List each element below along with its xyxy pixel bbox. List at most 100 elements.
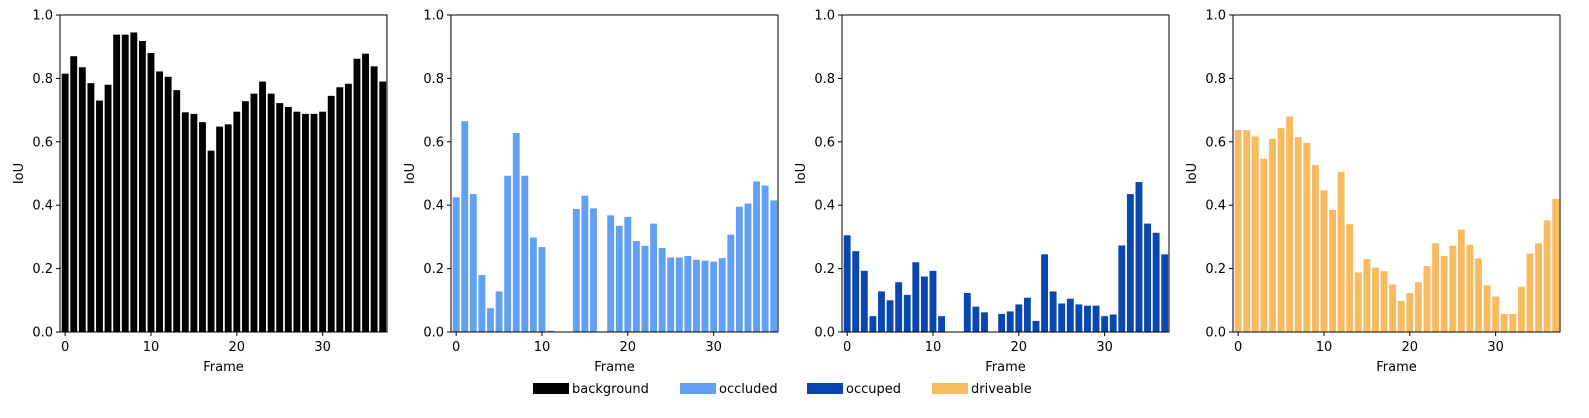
bar — [224, 124, 232, 332]
bar — [1269, 138, 1276, 332]
bar — [852, 251, 860, 332]
bar — [1380, 271, 1388, 332]
bar — [310, 113, 318, 333]
y-tick-label: 0.0 — [1205, 326, 1226, 341]
bar — [1161, 254, 1169, 332]
bar — [1406, 293, 1414, 332]
bar — [1535, 243, 1542, 332]
y-tick-label: 1.0 — [814, 9, 835, 24]
bar — [1058, 303, 1066, 332]
bar — [1243, 130, 1251, 332]
x-tick-label: 30 — [1096, 340, 1113, 355]
bar — [1440, 255, 1448, 332]
x-tick-label: 10 — [925, 340, 942, 355]
bar — [1389, 284, 1397, 332]
bar — [1517, 286, 1525, 332]
bar — [370, 66, 378, 332]
x-tick-label: 0 — [452, 340, 460, 355]
x-tick-label: 10 — [534, 340, 551, 355]
bar — [452, 197, 460, 332]
x-tick-label: 30 — [705, 340, 722, 355]
bar — [710, 261, 718, 332]
bar — [250, 93, 258, 333]
y-tick-label: 1.0 — [1205, 9, 1226, 24]
bar — [972, 306, 980, 332]
bar — [675, 257, 683, 332]
bar — [843, 235, 851, 332]
bar — [998, 313, 1006, 332]
bar — [61, 73, 69, 333]
x-axis-label: Frame — [1376, 360, 1417, 375]
bar — [529, 237, 537, 332]
bar — [1311, 164, 1319, 332]
bar — [121, 34, 129, 333]
bar — [78, 67, 86, 332]
y-tick-label: 0.8 — [814, 72, 835, 87]
bar — [504, 175, 512, 332]
bar — [1084, 305, 1091, 332]
bar — [735, 206, 743, 332]
bar — [207, 150, 215, 332]
bar — [1303, 142, 1311, 332]
bar — [938, 316, 945, 332]
bar — [744, 203, 752, 332]
legend-swatch-driveable — [932, 383, 968, 394]
bar — [1346, 224, 1354, 332]
bar — [718, 258, 726, 332]
bar — [1144, 223, 1151, 332]
bar — [164, 76, 172, 332]
bar — [469, 194, 477, 332]
y-tick-label: 0.0 — [423, 326, 444, 341]
x-axis-label: Frame — [203, 360, 244, 375]
bar — [130, 32, 138, 332]
bar — [920, 276, 928, 332]
bar — [1320, 190, 1328, 332]
bar — [302, 113, 309, 333]
y-tick-label: 0.4 — [1205, 199, 1226, 214]
bar — [650, 223, 657, 332]
legend-label-occluded: occluded — [719, 382, 778, 397]
bar — [538, 247, 546, 332]
bar — [362, 53, 369, 333]
x-tick-label: 10 — [1316, 340, 1333, 355]
bar — [1466, 244, 1474, 332]
y-tick-label: 0.4 — [32, 199, 53, 214]
bar — [1041, 254, 1048, 332]
bar — [344, 83, 352, 332]
axes-frame — [450, 14, 779, 333]
y-tick-label: 1.0 — [32, 9, 53, 24]
axes-frame — [59, 14, 388, 333]
bar — [869, 316, 877, 332]
bar — [1509, 313, 1517, 332]
bar — [658, 248, 666, 332]
legend-label-background: background — [572, 382, 649, 397]
bar — [327, 95, 335, 332]
chart-panel-occluded: 0 10 20 30 0.0 0.2 0.4 0.6 0.8 1.0 Frame IoU — [403, 9, 779, 375]
bar — [693, 259, 700, 332]
bar — [276, 103, 284, 332]
bar — [547, 330, 554, 332]
y-tick-label: 0.6 — [814, 135, 835, 150]
bar — [753, 181, 760, 332]
bar — [190, 113, 198, 333]
bar — [284, 106, 292, 333]
bar — [1234, 130, 1242, 332]
bar — [1006, 311, 1014, 332]
y-tick-label: 0.6 — [1205, 135, 1226, 150]
bar — [684, 255, 692, 332]
y-tick-label: 0.0 — [32, 326, 53, 341]
bar — [319, 111, 327, 332]
bar — [241, 101, 249, 332]
chart-panel-background: 0 10 20 30 0.0 0.2 0.4 0.6 0.8 1.0 Frame IoU — [12, 9, 388, 375]
legend-label-driveable: driveable — [971, 382, 1032, 397]
x-tick-label: 10 — [143, 340, 160, 355]
bar — [667, 257, 675, 332]
bar — [1432, 243, 1439, 332]
legend-swatch-occuped — [807, 383, 843, 394]
x-axis-label: Frame — [594, 360, 635, 375]
bar — [156, 71, 163, 333]
bar — [487, 308, 494, 332]
bar — [1475, 258, 1482, 332]
x-tick-label: 30 — [314, 340, 331, 355]
bar — [895, 282, 903, 332]
